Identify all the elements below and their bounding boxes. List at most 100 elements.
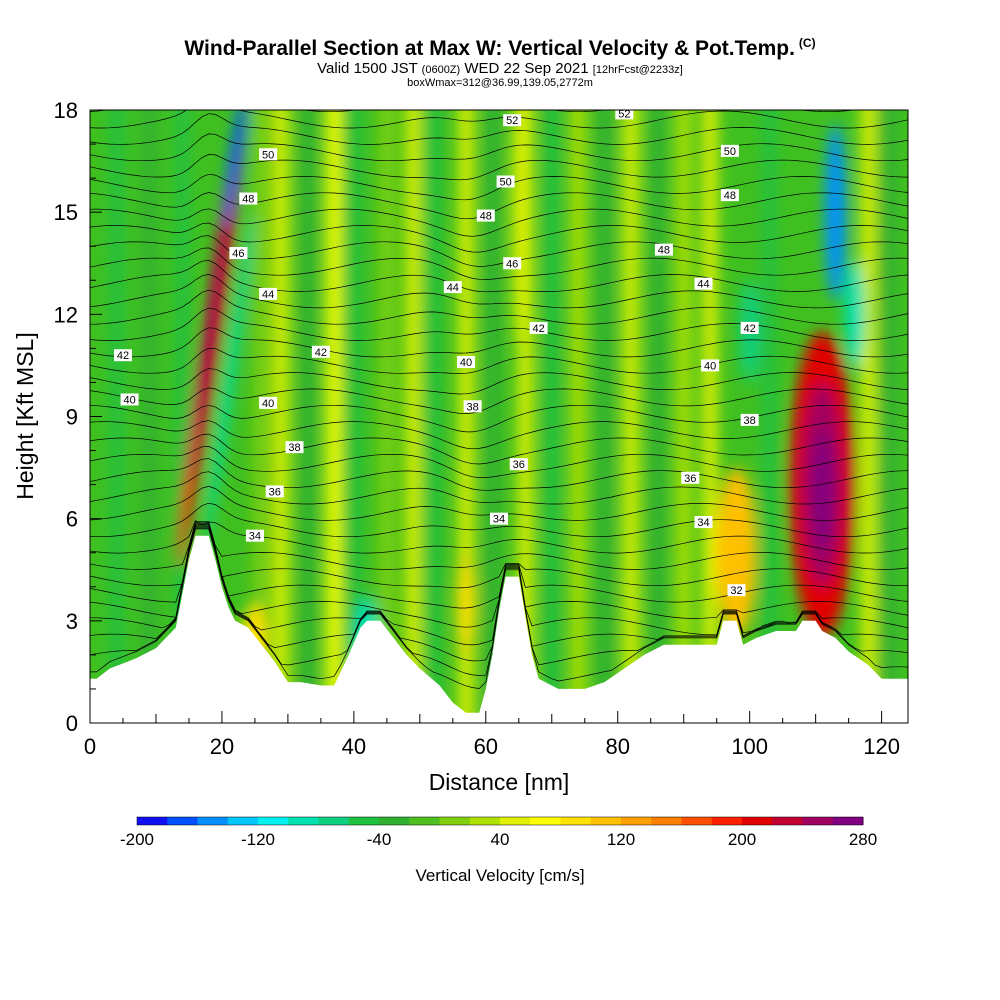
isentrope-line <box>90 113 908 145</box>
colorbar-swatch <box>258 817 289 825</box>
colorbar-swatch <box>590 817 622 825</box>
isentrope-label: 40 <box>120 393 139 406</box>
isentrope-line <box>90 260 908 293</box>
isentrope-line <box>90 520 908 554</box>
isentrope-label-text: 44 <box>262 289 274 301</box>
velocity-cell <box>456 549 476 659</box>
isentrope-line <box>90 368 908 395</box>
isentrope-label-text: 48 <box>242 194 254 206</box>
colorbar-tick-label: 200 <box>728 830 756 849</box>
isentrope-label-text: 52 <box>506 115 518 127</box>
colorbar: -200 -120 -40 40 120 200 280 <box>120 816 877 849</box>
y-tick-label: 15 <box>54 200 78 225</box>
copyright-mark: (C) <box>798 36 816 50</box>
velocity-band <box>425 110 441 723</box>
velocity-band <box>570 110 586 723</box>
isentrope-line <box>90 110 908 129</box>
velocity-band <box>880 110 896 723</box>
isentrope-label: 40 <box>259 396 278 410</box>
colorbar-swatch <box>167 817 198 825</box>
isentrope-label-text: 42 <box>117 350 129 362</box>
x-tick-label: 80 <box>605 734 629 759</box>
isentrope-label: 46 <box>503 257 522 270</box>
isentrope-line <box>90 522 908 589</box>
colorbar-swatch <box>560 817 592 825</box>
colorbar-swatch <box>288 817 319 825</box>
isentrope-line <box>90 208 908 237</box>
chart-title-text: Wind-Parallel Section at Max W: Vertical… <box>184 37 795 60</box>
isentrope-line <box>90 235 908 267</box>
valid-date: WED 22 Sep 2021 <box>464 60 589 77</box>
isentrope-label-text: 36 <box>684 473 696 485</box>
isentrope-line <box>90 274 908 309</box>
y-axis: 0 3 6 9 12 15 18 <box>54 98 102 736</box>
isentrope-line <box>90 327 908 358</box>
colorbar-tick-label: 40 <box>491 830 510 849</box>
isentrope-line <box>90 523 908 609</box>
velocity-cell <box>824 123 846 301</box>
isentrope-label-text: 50 <box>262 149 274 161</box>
isentrope-label-text: 38 <box>466 401 478 413</box>
velocity-band <box>485 110 500 723</box>
isentrope-line <box>90 192 908 220</box>
velocity-band <box>300 110 315 723</box>
chart-title: Wind-Parallel Section at Max W: Vertical… <box>0 36 1000 61</box>
isentrope-line <box>90 222 908 253</box>
colorbar-label: Vertical Velocity [cm/s] <box>415 866 584 885</box>
velocity-band <box>597 110 612 723</box>
isentrope-label-text: 42 <box>315 347 327 359</box>
isentrope-label-text: 52 <box>618 108 630 120</box>
isentrope-line <box>90 404 908 433</box>
colorbar-tick-label: -120 <box>241 830 275 849</box>
velocity-band <box>142 110 157 723</box>
isentrope-label: 50 <box>496 175 515 189</box>
isentrope-label-text: 44 <box>697 279 709 291</box>
isentrope-label-text: 48 <box>658 245 670 257</box>
isentrope-label: 48 <box>720 189 739 202</box>
isentrope-label: 42 <box>113 349 132 362</box>
plot-area: 32 34 34 34 36 36 36 38 38 38 40 40 40 40 42 42 42 42 44 44… <box>90 108 908 723</box>
isentrope-label: 52 <box>615 108 634 120</box>
velocity-cell <box>813 430 832 553</box>
colorbar-tick-label: -200 <box>120 830 154 849</box>
isentrope-label-text: 46 <box>232 248 244 260</box>
isentrope-label: 40 <box>701 359 720 372</box>
isentrope-label: 32 <box>727 584 746 597</box>
isentrope-label: 42 <box>311 345 330 359</box>
isentrope-label: 40 <box>457 356 476 369</box>
colorbar-swatch <box>681 817 713 825</box>
isentrope-label-text: 50 <box>724 146 736 158</box>
box-wmax-line: boxWmax=312@36.99,139.05,2772m <box>407 77 593 89</box>
velocity-band <box>676 110 691 723</box>
isentrope-line <box>90 247 908 280</box>
isentrope-label: 44 <box>259 287 278 301</box>
isentrope-line <box>90 502 908 538</box>
colorbar-swatch <box>832 817 864 825</box>
y-axis-label: Height [Kft MSL] <box>12 332 38 499</box>
isentrope-line <box>90 471 908 505</box>
isentrope-label-text: 32 <box>730 585 742 597</box>
velocity-band <box>109 110 124 723</box>
velocity-band <box>379 110 395 723</box>
colorbar-swatch <box>621 817 652 825</box>
velocity-cell <box>188 145 237 483</box>
isentrope-label: 36 <box>681 471 700 485</box>
colorbar-swatch <box>227 817 259 825</box>
isentrope-line <box>90 289 908 325</box>
isentrope-label: 48 <box>654 243 673 257</box>
isentrope-label: 50 <box>720 144 739 158</box>
isentrope-label-text: 48 <box>480 211 492 223</box>
colorbar-tick-label: 120 <box>607 830 635 849</box>
isentrope-label: 48 <box>239 192 258 206</box>
velocity-band <box>762 110 777 723</box>
colorbar-swatch <box>772 817 803 825</box>
isentrope-label: 38 <box>463 400 482 413</box>
x-tick-label: 20 <box>210 734 234 759</box>
velocity-band <box>326 110 342 723</box>
isentrope-label-text: 40 <box>262 398 274 410</box>
isentrope-label: 52 <box>503 114 522 127</box>
velocity-band <box>861 110 876 723</box>
isentrope-label: 44 <box>694 277 713 291</box>
valid-utc: (0600Z) <box>421 64 461 76</box>
isentrope-label-text: 46 <box>506 258 518 270</box>
